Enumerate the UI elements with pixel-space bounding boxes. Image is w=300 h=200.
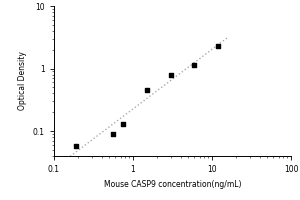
Y-axis label: Optical Density: Optical Density [18,52,27,110]
Point [216,44,221,48]
Point [111,132,116,135]
X-axis label: Mouse CASP9 concentration(ng/mL): Mouse CASP9 concentration(ng/mL) [104,180,241,189]
Point [73,144,78,148]
Point [121,122,125,126]
Point [168,73,173,76]
Point [145,88,149,91]
Point [192,63,197,66]
